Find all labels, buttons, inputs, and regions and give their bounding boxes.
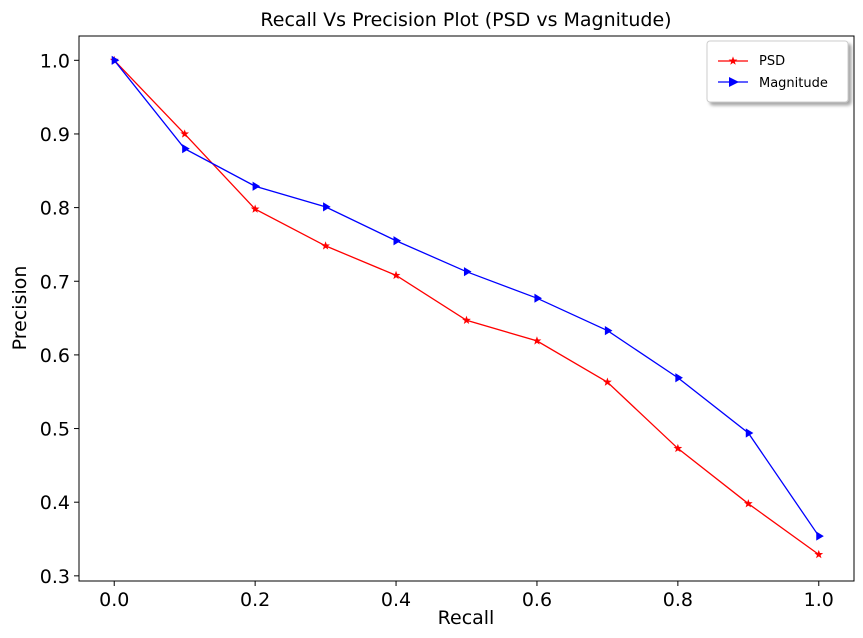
data-point-magnitude (604, 325, 613, 336)
y-tick-label: 0.7 (40, 271, 70, 293)
y-axis-label: Precision (9, 266, 31, 351)
data-point-psd (814, 549, 824, 559)
data-point-magnitude (745, 428, 754, 438)
y-tick-label: 0.8 (40, 198, 70, 220)
x-tick-label: 0.0 (99, 589, 129, 611)
legend-box (706, 40, 849, 103)
legend-label-magnitude: Magnitude (759, 76, 828, 91)
data-point-magnitude (323, 202, 331, 212)
x-tick-label: 1.0 (804, 589, 834, 611)
y-tick-label: 1.0 (40, 50, 70, 72)
data-point-psd (321, 241, 330, 250)
data-point-psd (743, 499, 753, 508)
data-point-magnitude (252, 181, 261, 191)
legend: PSD Magnitude (706, 40, 849, 103)
data-point-magnitude (182, 144, 190, 154)
legend-label-psd: PSD (759, 54, 785, 69)
y-tick-label: 0.5 (40, 419, 70, 441)
x-tick-label: 0.2 (240, 589, 270, 611)
data-point-psd (673, 443, 683, 453)
y-axis: 0.3 0.4 0.5 0.6 0.7 0.8 0.9 1.0 (40, 50, 79, 588)
x-axis: 0.0 0.2 0.4 0.6 0.8 1.0 (99, 581, 834, 611)
data-point-magnitude (111, 55, 120, 65)
chart-title: Recall Vs Precision Plot (PSD vs Magnitu… (260, 9, 671, 31)
data-point-magnitude (675, 373, 683, 383)
x-tick-label: 0.8 (663, 589, 693, 611)
legend-marker-magnitude (729, 77, 739, 87)
data-point-psd (391, 270, 401, 280)
plot-frame (78, 35, 855, 582)
data-point-psd (462, 315, 471, 325)
x-tick-label: 0.4 (381, 589, 411, 611)
plot-area (109, 55, 824, 559)
legend-marker-psd (728, 56, 738, 65)
series-line-psd (113, 59, 820, 556)
data-point-magnitude (534, 293, 543, 303)
data-point-psd (180, 129, 190, 138)
y-tick-label: 0.9 (40, 124, 70, 146)
x-axis-label: Recall (438, 607, 495, 629)
y-tick-label: 0.4 (40, 492, 70, 514)
series-line-magnitude (113, 59, 820, 537)
data-point-psd (532, 336, 542, 345)
data-point-magnitude (816, 531, 824, 541)
x-tick-label: 0.6 (522, 589, 552, 611)
data-point-magnitude (393, 236, 402, 246)
data-point-psd (603, 377, 612, 386)
data-point-psd (250, 204, 260, 213)
y-tick-label: 0.3 (40, 566, 70, 588)
y-tick-label: 0.6 (40, 345, 70, 367)
data-point-magnitude (463, 267, 472, 277)
